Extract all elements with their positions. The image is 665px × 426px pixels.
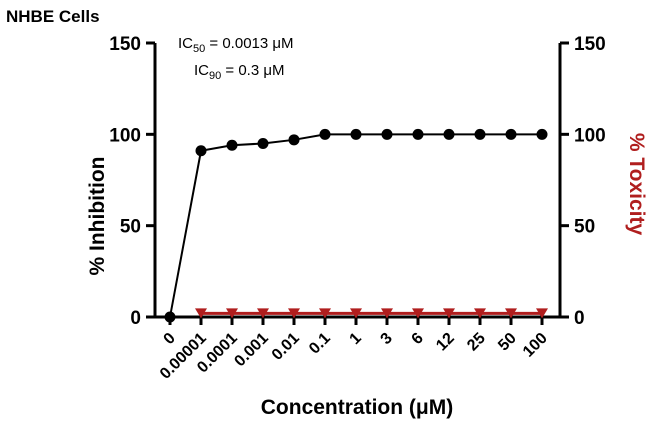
data-point-inhibition	[412, 128, 424, 140]
x-tick-label: 50	[495, 330, 520, 355]
data-point-toxicity	[319, 308, 331, 319]
ic90-value: = 0.3 μM	[221, 62, 284, 79]
data-point-toxicity	[536, 308, 548, 319]
y-axis-label-left: % Inhibition	[86, 157, 109, 276]
data-point-inhibition	[319, 128, 331, 140]
y-tick-label-right: 100	[574, 125, 606, 146]
ic50-annotation: IC50 = 0.0013 μM	[178, 35, 294, 55]
data-point-toxicity	[226, 308, 238, 319]
x-tick-label: 12	[433, 330, 458, 355]
data-point-toxicity	[381, 308, 393, 319]
data-point-toxicity	[474, 308, 486, 319]
x-tick-label: 0.01	[269, 330, 303, 364]
data-point-inhibition	[443, 128, 455, 140]
data-point-inhibition	[536, 128, 548, 140]
data-point-toxicity	[257, 308, 269, 319]
y-ticks-left: 0 50 100 150	[109, 34, 155, 329]
data-point-inhibition	[226, 139, 238, 151]
data-point-toxicity	[443, 308, 455, 319]
data-point-toxicity	[350, 308, 362, 319]
data-point-inhibition	[288, 134, 300, 146]
ic90-sub: 90	[209, 70, 221, 82]
svg-text:IC90 = 0.3 μM: IC90 = 0.3 μM	[194, 62, 285, 82]
y-tick-label-right: 50	[574, 217, 595, 238]
x-tick-label: 6	[409, 330, 427, 348]
ic50-prefix: IC	[178, 35, 193, 52]
series-layer	[164, 128, 548, 323]
data-point-inhibition	[257, 137, 269, 149]
y-tick-label-left: 0	[130, 308, 141, 329]
y-axis-label-right: % Toxicity	[625, 133, 648, 236]
data-point-inhibition	[350, 128, 362, 140]
y-tick-label-right: 150	[574, 34, 606, 55]
data-point-inhibition	[164, 311, 176, 323]
series-line	[169, 133, 542, 318]
y-tick-label-left: 100	[109, 125, 141, 146]
ic90-prefix: IC	[194, 62, 209, 79]
ic50-sub: 50	[193, 43, 205, 55]
x-tick-label: 100	[520, 330, 551, 361]
y-tick-label-left: 150	[109, 34, 141, 55]
x-tick-label: 0.1	[306, 330, 334, 358]
ic90-annotation: IC90 = 0.3 μM	[194, 62, 285, 82]
x-tick-label: 3	[378, 330, 396, 348]
series-toxicity	[195, 308, 548, 319]
ic50-value: = 0.0013 μM	[205, 35, 293, 52]
x-tick-label: 0.001	[231, 330, 271, 370]
data-point-toxicity	[505, 308, 517, 319]
data-point-inhibition	[381, 128, 393, 140]
data-point-inhibition	[474, 128, 486, 140]
data-point-toxicity	[412, 308, 424, 319]
panel-title: NHBE Cells	[6, 7, 100, 26]
series-inhibition	[164, 128, 548, 323]
x-tick-label: 1	[347, 330, 365, 348]
x-axis-label: Concentration (μM)	[261, 396, 454, 419]
data-point-toxicity	[195, 308, 207, 319]
data-point-inhibition	[195, 145, 207, 157]
data-point-toxicity	[288, 308, 300, 319]
y-tick-label-left: 50	[120, 217, 141, 238]
data-point-inhibition	[505, 128, 517, 140]
y-ticks-right: 0 50 100 150	[560, 34, 606, 329]
svg-text:IC50 = 0.0013 μM: IC50 = 0.0013 μM	[178, 35, 294, 55]
x-tick-label: 25	[464, 330, 489, 355]
y-tick-label-right: 0	[574, 308, 585, 329]
x-tick-label: 0	[161, 330, 179, 348]
